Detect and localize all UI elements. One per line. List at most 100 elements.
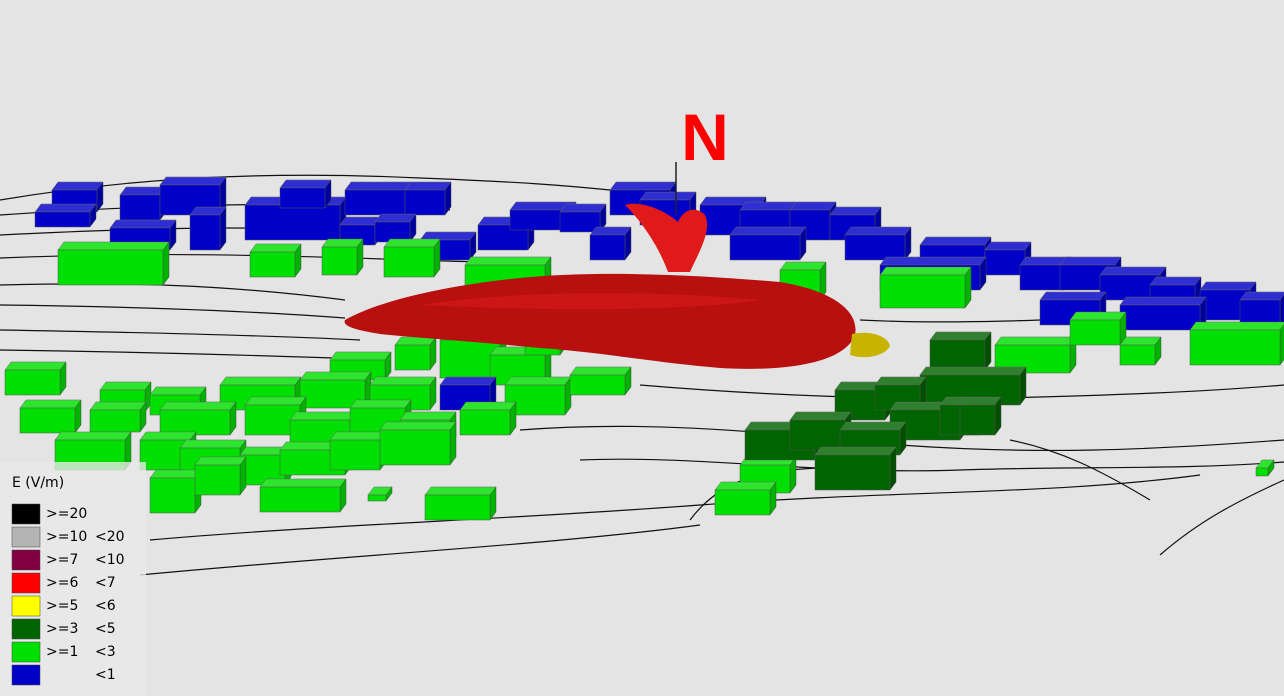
side-shade	[60, 362, 66, 395]
side-shade	[1020, 367, 1026, 405]
building-front	[329, 439, 381, 471]
lobe-highlight	[420, 293, 760, 310]
roof-shade	[160, 177, 226, 185]
roof-shade	[330, 352, 391, 360]
roof-shade	[350, 400, 411, 408]
roof-shade	[180, 440, 246, 448]
roof-shade	[110, 220, 176, 228]
legend-swatch	[11, 664, 41, 686]
roof-shade	[880, 257, 986, 265]
side-shade	[163, 242, 169, 285]
side-shade	[430, 337, 436, 370]
side-shade	[905, 227, 911, 260]
roof-shade	[380, 422, 456, 430]
roof-shade	[460, 402, 516, 410]
roof-shade	[440, 377, 496, 385]
legend-swatch	[11, 526, 41, 548]
roof-shade	[140, 432, 196, 440]
building-front	[559, 211, 601, 233]
legend: E (V/m) >=20 >=10 <20 >=7 <10 >=6 <7 >=5 <6 >=3 <5…	[0, 462, 146, 696]
roof-shade	[120, 187, 166, 195]
roof-shade	[290, 412, 356, 420]
side-shade	[600, 204, 606, 232]
building-front	[714, 489, 771, 516]
roof-shade	[150, 387, 206, 395]
side-shade	[220, 177, 226, 215]
side-shade	[75, 400, 81, 433]
side-shade	[820, 262, 826, 300]
building-front	[879, 274, 966, 309]
roof-shade	[90, 402, 146, 410]
building-front	[119, 194, 161, 221]
building-front	[959, 404, 996, 436]
legend-lower: >=20	[46, 506, 87, 522]
roof-shade	[995, 337, 1076, 345]
legend-upper: <7	[95, 575, 116, 591]
side-shade	[625, 367, 631, 395]
building-front	[279, 187, 326, 209]
roof-shade	[100, 382, 151, 390]
side-shade	[434, 239, 440, 277]
building-front	[1255, 467, 1269, 477]
roof-shade	[1100, 267, 1166, 275]
roof-shade	[790, 202, 836, 210]
legend-lower: >=1	[46, 644, 78, 660]
roof-shade	[52, 182, 103, 190]
side-shade	[565, 377, 571, 415]
side-shade	[625, 227, 631, 260]
upper-lobe	[625, 203, 708, 272]
roof-shade	[840, 422, 906, 430]
side-shade	[386, 487, 392, 501]
building-front	[394, 344, 431, 371]
roof-shade	[370, 377, 436, 385]
side-shade	[490, 487, 496, 520]
side-shade	[97, 182, 103, 212]
roof-shade	[280, 180, 331, 188]
roof-shade	[610, 182, 676, 190]
side-shade	[357, 239, 363, 275]
building-front	[984, 249, 1026, 276]
building-front	[1069, 319, 1121, 346]
roof-shade	[845, 227, 911, 235]
side-shade	[230, 402, 236, 435]
roof-shade	[220, 377, 301, 385]
roof-shade	[880, 267, 971, 275]
roof-shade	[590, 227, 631, 235]
side-shade	[145, 382, 151, 412]
side-shade	[140, 402, 146, 432]
roof-shade	[240, 447, 291, 455]
building-front	[321, 246, 358, 276]
legend-lower: >=5	[46, 598, 78, 614]
side-shade	[510, 402, 516, 435]
buildings	[4, 176, 1284, 521]
roof-shade	[322, 239, 363, 247]
roof-shade	[160, 402, 236, 410]
building-front	[379, 429, 451, 466]
roof-shade	[340, 217, 381, 225]
building-front	[249, 251, 296, 278]
side-shade	[385, 352, 391, 380]
building-front	[4, 369, 61, 396]
side-shade	[430, 377, 436, 410]
side-shade	[790, 457, 796, 493]
roof-shade	[425, 487, 496, 495]
side-shade	[965, 267, 971, 308]
building-front	[459, 409, 511, 436]
side-shade	[900, 422, 906, 455]
building-front	[589, 234, 626, 261]
roof-shade	[815, 447, 896, 455]
side-shade	[1120, 312, 1126, 345]
building-front	[404, 189, 446, 216]
side-shade	[1268, 460, 1274, 476]
roof-shade	[345, 182, 411, 190]
side-shade	[995, 397, 1001, 435]
roof-shade	[780, 262, 826, 270]
legend-upper: <5	[95, 621, 116, 637]
side-shade	[365, 372, 371, 408]
roof-shade	[20, 400, 81, 408]
side-shade	[1070, 337, 1076, 373]
roof-shade	[715, 482, 776, 490]
roof-shade	[920, 237, 991, 245]
legend-title: E (V/m)	[12, 475, 64, 491]
